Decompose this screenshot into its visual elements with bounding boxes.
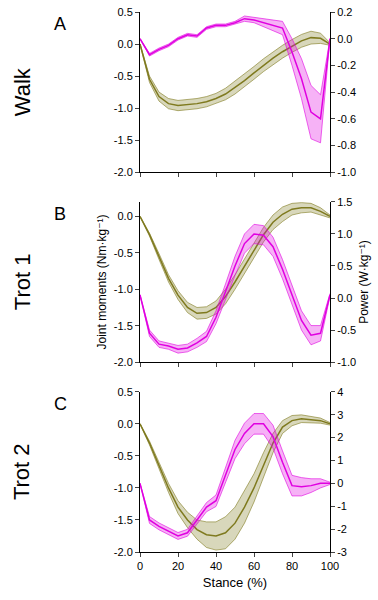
svg-text:-0.8: -0.8 bbox=[337, 139, 356, 151]
svg-text:0.0: 0.0 bbox=[118, 418, 133, 430]
svg-text:Power (W·kg⁻¹): Power (W·kg⁻¹) bbox=[357, 240, 371, 324]
svg-text:-2.0: -2.0 bbox=[114, 166, 133, 178]
svg-text:2: 2 bbox=[337, 431, 343, 443]
svg-text:Joint moments (Nm·kg⁻¹): Joint moments (Nm·kg⁻¹) bbox=[95, 214, 109, 349]
svg-text:-1.0: -1.0 bbox=[114, 482, 133, 494]
svg-text:C: C bbox=[54, 394, 67, 414]
svg-text:-1.5: -1.5 bbox=[114, 134, 133, 146]
svg-text:-1.5: -1.5 bbox=[114, 320, 133, 332]
svg-text:-1.5: -1.5 bbox=[114, 514, 133, 526]
svg-text:-0.4: -0.4 bbox=[337, 86, 356, 98]
svg-text:0: 0 bbox=[137, 560, 143, 572]
svg-text:-0.5: -0.5 bbox=[337, 324, 356, 336]
svg-text:-1: -1 bbox=[337, 500, 347, 512]
svg-text:-0.5: -0.5 bbox=[114, 70, 133, 82]
svg-text:-2: -2 bbox=[337, 523, 347, 535]
svg-text:0.0: 0.0 bbox=[337, 292, 352, 304]
svg-text:-0.5: -0.5 bbox=[114, 450, 133, 462]
svg-text:20: 20 bbox=[172, 560, 184, 572]
svg-text:-1.0: -1.0 bbox=[337, 356, 356, 368]
svg-text:60: 60 bbox=[248, 560, 260, 572]
svg-text:Stance (%): Stance (%) bbox=[203, 575, 267, 590]
svg-text:40: 40 bbox=[210, 560, 222, 572]
svg-text:-1.0: -1.0 bbox=[114, 283, 133, 295]
svg-text:3: 3 bbox=[337, 409, 343, 421]
svg-text:0.2: 0.2 bbox=[337, 6, 352, 18]
svg-text:0.5: 0.5 bbox=[337, 260, 352, 272]
svg-text:0.0: 0.0 bbox=[337, 33, 352, 45]
svg-text:1.5: 1.5 bbox=[337, 196, 352, 208]
svg-text:-3: -3 bbox=[337, 546, 347, 558]
svg-text:1: 1 bbox=[337, 454, 343, 466]
svg-text:Walk: Walk bbox=[10, 67, 35, 116]
svg-text:100: 100 bbox=[321, 560, 339, 572]
svg-text:-0.6: -0.6 bbox=[337, 113, 356, 125]
svg-text:0.0: 0.0 bbox=[118, 210, 133, 222]
svg-text:A: A bbox=[54, 14, 66, 34]
svg-text:-0.2: -0.2 bbox=[337, 59, 356, 71]
svg-text:B: B bbox=[54, 204, 66, 224]
svg-text:0: 0 bbox=[337, 477, 343, 489]
svg-text:Trot 2: Trot 2 bbox=[9, 443, 34, 500]
svg-text:-0.5: -0.5 bbox=[114, 247, 133, 259]
svg-text:0.5: 0.5 bbox=[118, 386, 133, 398]
svg-text:4: 4 bbox=[337, 386, 343, 398]
svg-text:1.0: 1.0 bbox=[337, 228, 352, 240]
svg-text:-1.0: -1.0 bbox=[114, 102, 133, 114]
svg-text:80: 80 bbox=[286, 560, 298, 572]
svg-text:Trot 1: Trot 1 bbox=[10, 254, 35, 311]
svg-text:0.5: 0.5 bbox=[118, 6, 133, 18]
svg-text:-2.0: -2.0 bbox=[114, 356, 133, 368]
svg-text:-1.0: -1.0 bbox=[337, 166, 356, 178]
svg-text:-2.0: -2.0 bbox=[114, 546, 133, 558]
svg-text:0.0: 0.0 bbox=[118, 38, 133, 50]
